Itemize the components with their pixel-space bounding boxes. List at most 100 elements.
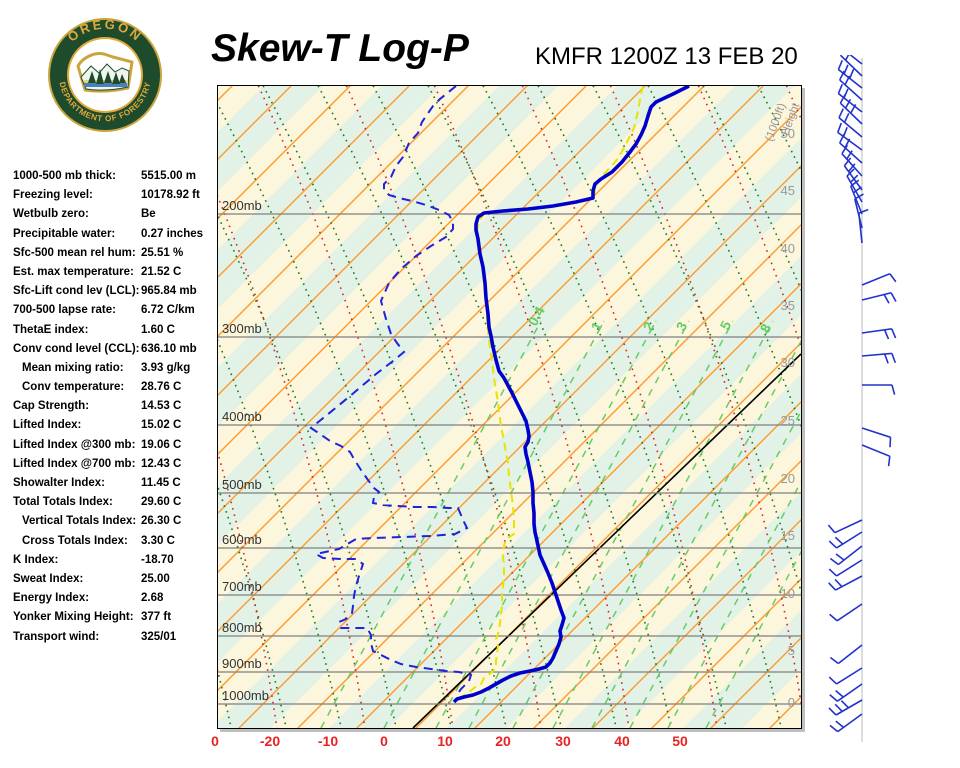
- wind-barb-feather: [838, 70, 845, 81]
- index-row: Total Totals Index: 29.60 C: [13, 493, 215, 512]
- wind-barb-feather: [887, 456, 891, 467]
- wind-barb-feather: [834, 536, 844, 545]
- mixing-ratio-line: [667, 480, 801, 728]
- height-tick-label: 30: [781, 355, 795, 370]
- wind-barb-feather: [844, 75, 851, 86]
- wind-barb-shaft: [837, 644, 863, 665]
- index-value: 325/01: [141, 630, 177, 643]
- wind-barbs-icon: [827, 36, 897, 742]
- wind-barb-feather: [837, 84, 844, 94]
- dry-adiabat-line: [433, 86, 630, 728]
- index-label: Sfc-Lift cond lev (LCL):: [13, 285, 140, 298]
- stability-indices-panel: 1000-500 mb thick: 5515.00 m Freezing leve…: [13, 167, 215, 647]
- wind-barb-shaft: [839, 79, 863, 101]
- wind-barb-feather: [844, 51, 852, 61]
- isotherm-line: [218, 86, 587, 455]
- wind-barb-shaft: [858, 213, 863, 244]
- wind-barb-shaft: [836, 531, 863, 549]
- pressure-label: 800mb: [222, 620, 262, 635]
- wind-barb-feather: [829, 613, 838, 622]
- wind-barb-shaft: [837, 68, 863, 89]
- height-tick-label: 45: [781, 183, 795, 198]
- temp-axis-tick-label: 50: [672, 733, 688, 749]
- index-row: Lifted Index @700 mb: 12.43 C: [13, 455, 215, 474]
- index-label: Sfc-500 mean rel hum:: [13, 246, 136, 259]
- index-label: Lifted Index:: [13, 419, 82, 432]
- pressure-label: 400mb: [222, 409, 262, 424]
- wind-barb-feather: [829, 656, 839, 665]
- temp-axis-tick-label: 20: [495, 733, 511, 749]
- wind-barb-feather: [838, 133, 845, 144]
- skewt-plot-area: 0.4 1 2 3 5 8 200mb 300mb 400mb 500mb 600mb 700mb 80…: [217, 85, 802, 729]
- index-row: Conv cond level (CCL): 636.10 mb: [13, 340, 215, 359]
- wind-barb-feather: [828, 568, 838, 577]
- index-row: Sfc-500 mean rel hum: 25.51 %: [13, 244, 215, 263]
- wind-barb-shaft: [837, 92, 863, 113]
- wind-barb-shaft: [838, 117, 863, 138]
- index-label: Mean mixing ratio:: [22, 361, 124, 374]
- temperature-trace: [452, 86, 690, 704]
- moist-adiabat-line: [317, 86, 563, 728]
- isotherm-line: [533, 460, 801, 728]
- isotherm-line: [651, 578, 801, 728]
- index-row: Transport wind: 325/01: [13, 628, 215, 647]
- wind-barb-feather: [850, 104, 857, 114]
- index-row: Showalter Index: 11.45 C: [13, 474, 215, 493]
- wind-barb-feather: [890, 328, 897, 339]
- wind-barb-shaft: [835, 575, 863, 591]
- isotherm-line: [710, 637, 801, 728]
- index-label: Conv cond level (CCL):: [13, 342, 140, 355]
- wind-barb-shaft: [837, 713, 863, 733]
- index-value: -18.70: [141, 553, 174, 566]
- wind-barb-feather: [854, 193, 864, 200]
- index-value: 28.76 C: [141, 381, 182, 394]
- index-value: 14.53 C: [141, 400, 182, 413]
- index-value: 10178.92 ft: [141, 189, 200, 202]
- station-datetime-label: KMFR 1200Z 13 FEB 20: [535, 43, 798, 70]
- wind-barb-feather: [846, 168, 855, 177]
- wind-barb-feather: [846, 150, 853, 160]
- wind-barb-feather: [829, 557, 839, 566]
- index-row: Cross Totals Index: 3.30 C: [13, 532, 215, 551]
- wind-barb-feather: [891, 384, 896, 395]
- pressure-label: 600mb: [222, 532, 262, 547]
- index-label: Sweat Index:: [13, 572, 84, 585]
- wind-barb-shaft: [836, 559, 863, 577]
- index-row: Precipitable water: 0.27 inches: [13, 225, 215, 244]
- temp-axis-tick-label: 0: [380, 733, 388, 749]
- index-label: 1000-500 mb thick:: [13, 170, 116, 182]
- mixing-ratio-label: 3: [673, 319, 691, 334]
- index-label: Wetbulb zero:: [13, 208, 89, 221]
- height-tick-label: 5: [788, 643, 795, 658]
- index-row: Freezing level: 10178.92 ft: [13, 186, 215, 205]
- wind-barb-feather: [840, 700, 850, 709]
- wind-barb-feather: [883, 294, 890, 304]
- index-row: Lifted Index: 15.02 C: [13, 416, 215, 435]
- index-value: 29.60 C: [141, 496, 182, 509]
- index-value: 25.51 %: [141, 246, 184, 259]
- isotherm-line: [218, 106, 801, 691]
- index-row: 1000-500 mb thick: 5515.00 m: [13, 167, 215, 186]
- height-tick-label: 25: [781, 413, 795, 428]
- wind-barb-shaft: [835, 699, 863, 716]
- index-value: 12.43 C: [141, 457, 182, 470]
- wind-barb-feather: [829, 694, 838, 702]
- zero-isotherm-line: [412, 353, 801, 728]
- wind-barb-feather: [835, 553, 845, 561]
- height-tick-label: 0: [788, 695, 795, 710]
- wind-barb-feather: [836, 122, 843, 133]
- isotherm-line: [218, 86, 764, 632]
- wind-barb-feather: [828, 707, 837, 716]
- odf-logo: OREGON DEPARTMENT OF FORESTRY: [46, 16, 164, 134]
- height-tick-label: 50: [781, 126, 795, 141]
- temperature-axis: 0 -20 -10 0 10 20 30 40 50: [211, 733, 800, 753]
- index-value: 15.02 C: [141, 419, 182, 432]
- moist-adiabat-line: [372, 86, 618, 728]
- pressure-label: 700mb: [222, 579, 262, 594]
- wind-barb-feather: [843, 64, 849, 75]
- index-value: 21.52 C: [141, 265, 182, 278]
- isotherm-line: [415, 342, 801, 728]
- odf-logo-seal-icon: OREGON DEPARTMENT OF FORESTRY: [48, 17, 162, 132]
- wind-barb-feather: [883, 329, 890, 340]
